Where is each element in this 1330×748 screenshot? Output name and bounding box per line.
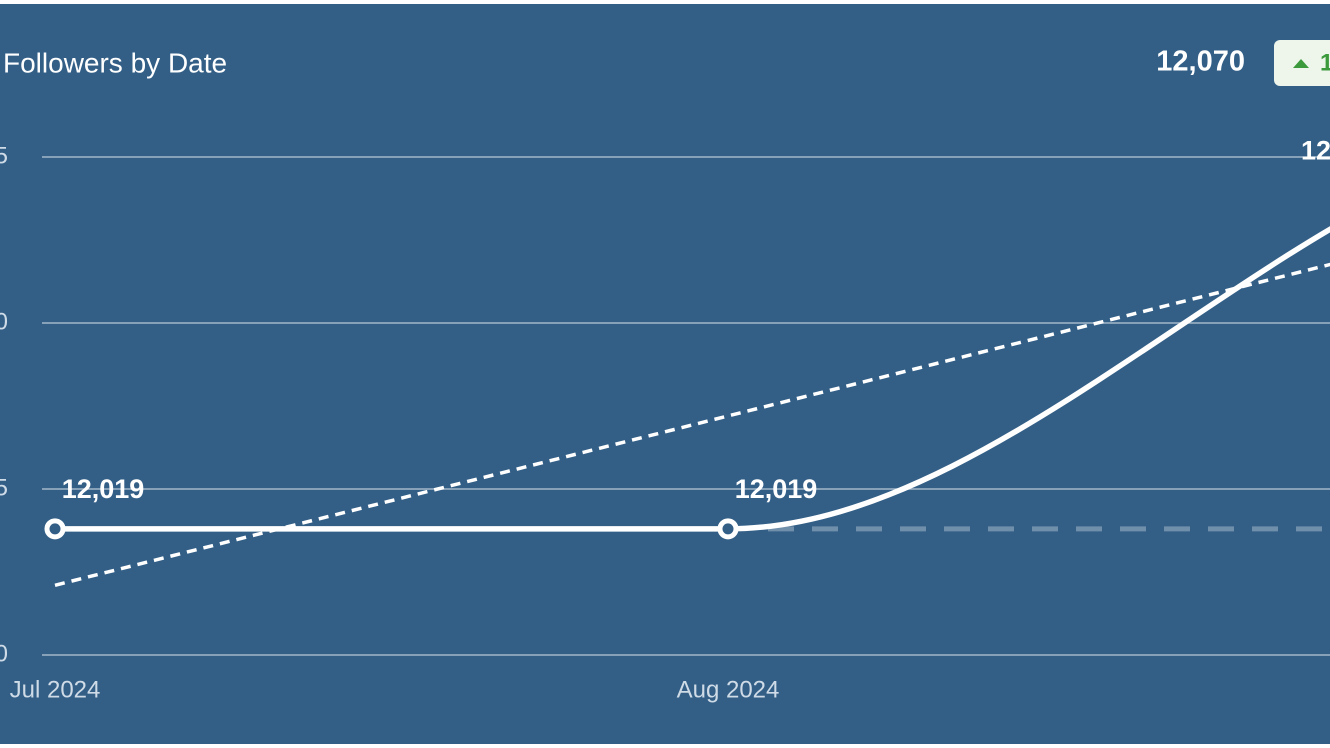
trend-line bbox=[54, 262, 1330, 587]
x-tick-label: Jul 2024 bbox=[10, 676, 101, 703]
y-tick-label: 12,025 bbox=[0, 474, 8, 501]
panel bbox=[0, 4, 1330, 744]
y-tick-label: 12,050 bbox=[0, 308, 8, 335]
summary-value: 12,070 bbox=[1156, 46, 1245, 78]
y-tick-label: 12,075 bbox=[0, 142, 8, 169]
x-tick-label: Aug 2024 bbox=[677, 676, 780, 703]
data-label: 12,019 bbox=[62, 474, 145, 504]
y-tick-label: 12,000 bbox=[0, 640, 8, 667]
chart-title: Followers by Date bbox=[3, 47, 227, 78]
data-label: 12,070 bbox=[1301, 135, 1330, 165]
change-text: 1 bbox=[1320, 49, 1330, 76]
line bbox=[55, 226, 1330, 532]
point-center bbox=[722, 523, 734, 535]
data-label: 12,019 bbox=[735, 474, 818, 504]
point-center bbox=[49, 523, 61, 535]
up-arrow bbox=[1293, 59, 1309, 68]
